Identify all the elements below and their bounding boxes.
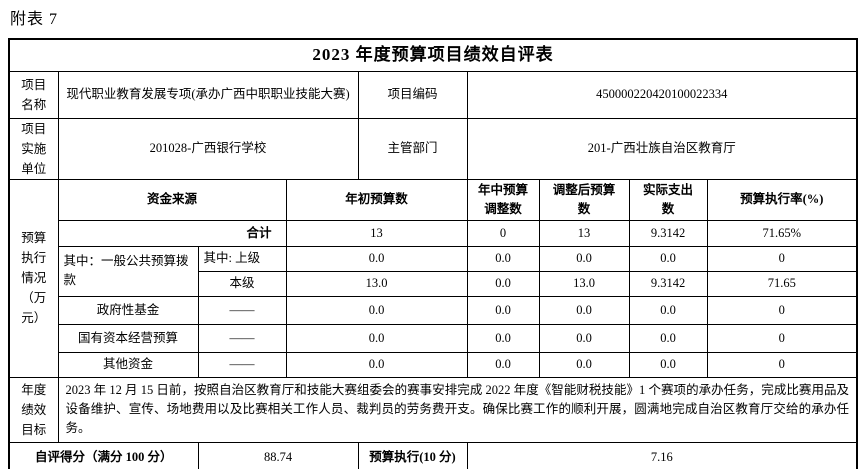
other-funds-adjusted: 0.0 (538, 351, 630, 378)
other-funds-initial: 0.0 (285, 351, 468, 378)
other-funds-mid-adjust: 0.0 (466, 351, 540, 378)
table-row: 2023 年度预算项目绩效自评表 (8, 38, 858, 72)
gov-fund-label: 政府性基金 (57, 295, 199, 325)
budget-state-capital-row: 国有资本经营预算 —— 0.0 0.0 0.0 0.0 0 (9, 323, 858, 353)
other-funds-rate: 0 (706, 351, 858, 378)
state-capital-initial: 0.0 (285, 323, 468, 353)
budget-header-row: 预算 执行 情况 （万 元） 资金来源 年初预算数 年中预算 调整数 调整后预算… (8, 178, 858, 378)
superior-adjusted: 0.0 (538, 245, 630, 272)
header-execution-rate: 预算执行率(%) (706, 178, 858, 221)
state-capital-rate: 0 (706, 323, 858, 353)
header-fund-source: 资金来源 (57, 178, 287, 221)
gov-fund-actual: 0.0 (628, 295, 708, 325)
project-name-label: 项目 名称 (8, 70, 59, 119)
budget-execution-score-value: 7.16 (466, 441, 858, 469)
state-capital-actual: 0.0 (628, 323, 708, 353)
header-initial-budget: 年初预算数 (285, 178, 468, 221)
self-score-value: 88.74 (197, 441, 359, 469)
own-initial: 13.0 (285, 270, 468, 297)
self-score-label: 自评得分（满分 100 分） (8, 441, 199, 469)
budget-section-side-label: 预算 执行 情况 （万 元） (8, 178, 59, 378)
header-mid-year-adjust: 年中预算 调整数 (466, 178, 540, 221)
total-mid-adjust: 0 (466, 219, 540, 247)
self-evaluation-table: 2023 年度预算项目绩效自评表 项目 名称 现代职业教育发展专项(承办广西中职… (8, 38, 859, 469)
appendix-label: 附表 7 (10, 11, 59, 28)
state-capital-dash: —— (197, 323, 287, 353)
superior-actual: 0.0 (628, 245, 708, 272)
annual-goal-label: 年度 绩效 目标 (8, 376, 59, 443)
other-funds-label: 其他资金 (57, 351, 199, 378)
total-rate: 71.65% (706, 219, 858, 247)
own-mid-adjust: 0.0 (466, 270, 540, 297)
supervising-dept-value: 201-广西壮族自治区教育厅 (466, 117, 858, 180)
budget-other-funds-row: 其他资金 —— 0.0 0.0 0.0 0.0 0 (9, 351, 858, 378)
superior-initial: 0.0 (285, 245, 468, 272)
state-capital-adjusted: 0.0 (538, 323, 630, 353)
supervising-dept-label: 主管部门 (357, 117, 468, 180)
implementing-unit-label: 项目 实施 单位 (8, 117, 59, 180)
general-public-budget-label: 其中：一般公共预算拨款 (57, 245, 199, 297)
table-row: 项目 名称 现代职业教育发展专项(承办广西中职职业技能大赛) 项目编码 4500… (8, 70, 858, 119)
project-name-value: 现代职业教育发展专项(承办广西中职职业技能大赛) (57, 70, 359, 119)
total-actual: 9.3142 (628, 219, 708, 247)
table-row: 项目 实施 单位 201028-广西银行学校 主管部门 201-广西壮族自治区教… (8, 117, 858, 180)
budget-superior-row: 其中：一般公共预算拨款 其中: 上级 0.0 0.0 0.0 0.0 0 (9, 245, 858, 297)
state-capital-label: 国有资本经营预算 (57, 323, 199, 353)
state-capital-mid-adjust: 0.0 (466, 323, 540, 353)
gov-fund-rate: 0 (706, 295, 858, 325)
own-actual: 9.3142 (628, 270, 708, 297)
own-rate: 71.65 (706, 270, 858, 297)
other-funds-actual: 0.0 (628, 351, 708, 378)
budget-total-row: 合计 13 0 13 9.3142 71.65% (9, 219, 858, 247)
table-title: 2023 年度预算项目绩效自评表 (8, 38, 858, 72)
total-label: 合计 (57, 219, 287, 247)
gov-fund-initial: 0.0 (285, 295, 468, 325)
header-actual-expenditure: 实际支出 数 (628, 178, 708, 221)
gov-fund-dash: —— (197, 295, 287, 325)
header-adjusted-budget: 调整后预算 数 (538, 178, 630, 221)
score-row: 自评得分（满分 100 分） 88.74 预算执行(10 分) 7.16 (8, 441, 858, 469)
total-initial: 13 (285, 219, 468, 247)
superior-rate: 0 (706, 245, 858, 272)
implementing-unit-value: 201028-广西银行学校 (57, 117, 359, 180)
gov-fund-mid-adjust: 0.0 (466, 295, 540, 325)
own-level-label: 本级 (197, 270, 287, 297)
budget-gov-fund-row: 政府性基金 —— 0.0 0.0 0.0 0.0 0 (9, 295, 858, 325)
gov-fund-adjusted: 0.0 (538, 295, 630, 325)
budget-execution-score-label: 预算执行(10 分) (357, 441, 468, 469)
budget-own-level-row: 本级 13.0 0.0 13.0 9.3142 71.65 (9, 270, 858, 297)
superior-mid-adjust: 0.0 (466, 245, 540, 272)
other-funds-dash: —— (197, 351, 287, 378)
annual-goal-row: 年度 绩效 目标 2023 年 12 月 15 日前，按照自治区教育厅和技能大赛… (8, 376, 858, 443)
project-code-value: 450000220420100022334 (466, 70, 858, 119)
annual-goal-text: 2023 年 12 月 15 日前，按照自治区教育厅和技能大赛组委会的赛事安排完… (57, 376, 858, 443)
own-adjusted: 13.0 (538, 270, 630, 297)
total-adjusted: 13 (538, 219, 630, 247)
superior-level-label: 其中: 上级 (197, 245, 287, 272)
project-code-label: 项目编码 (357, 70, 468, 119)
